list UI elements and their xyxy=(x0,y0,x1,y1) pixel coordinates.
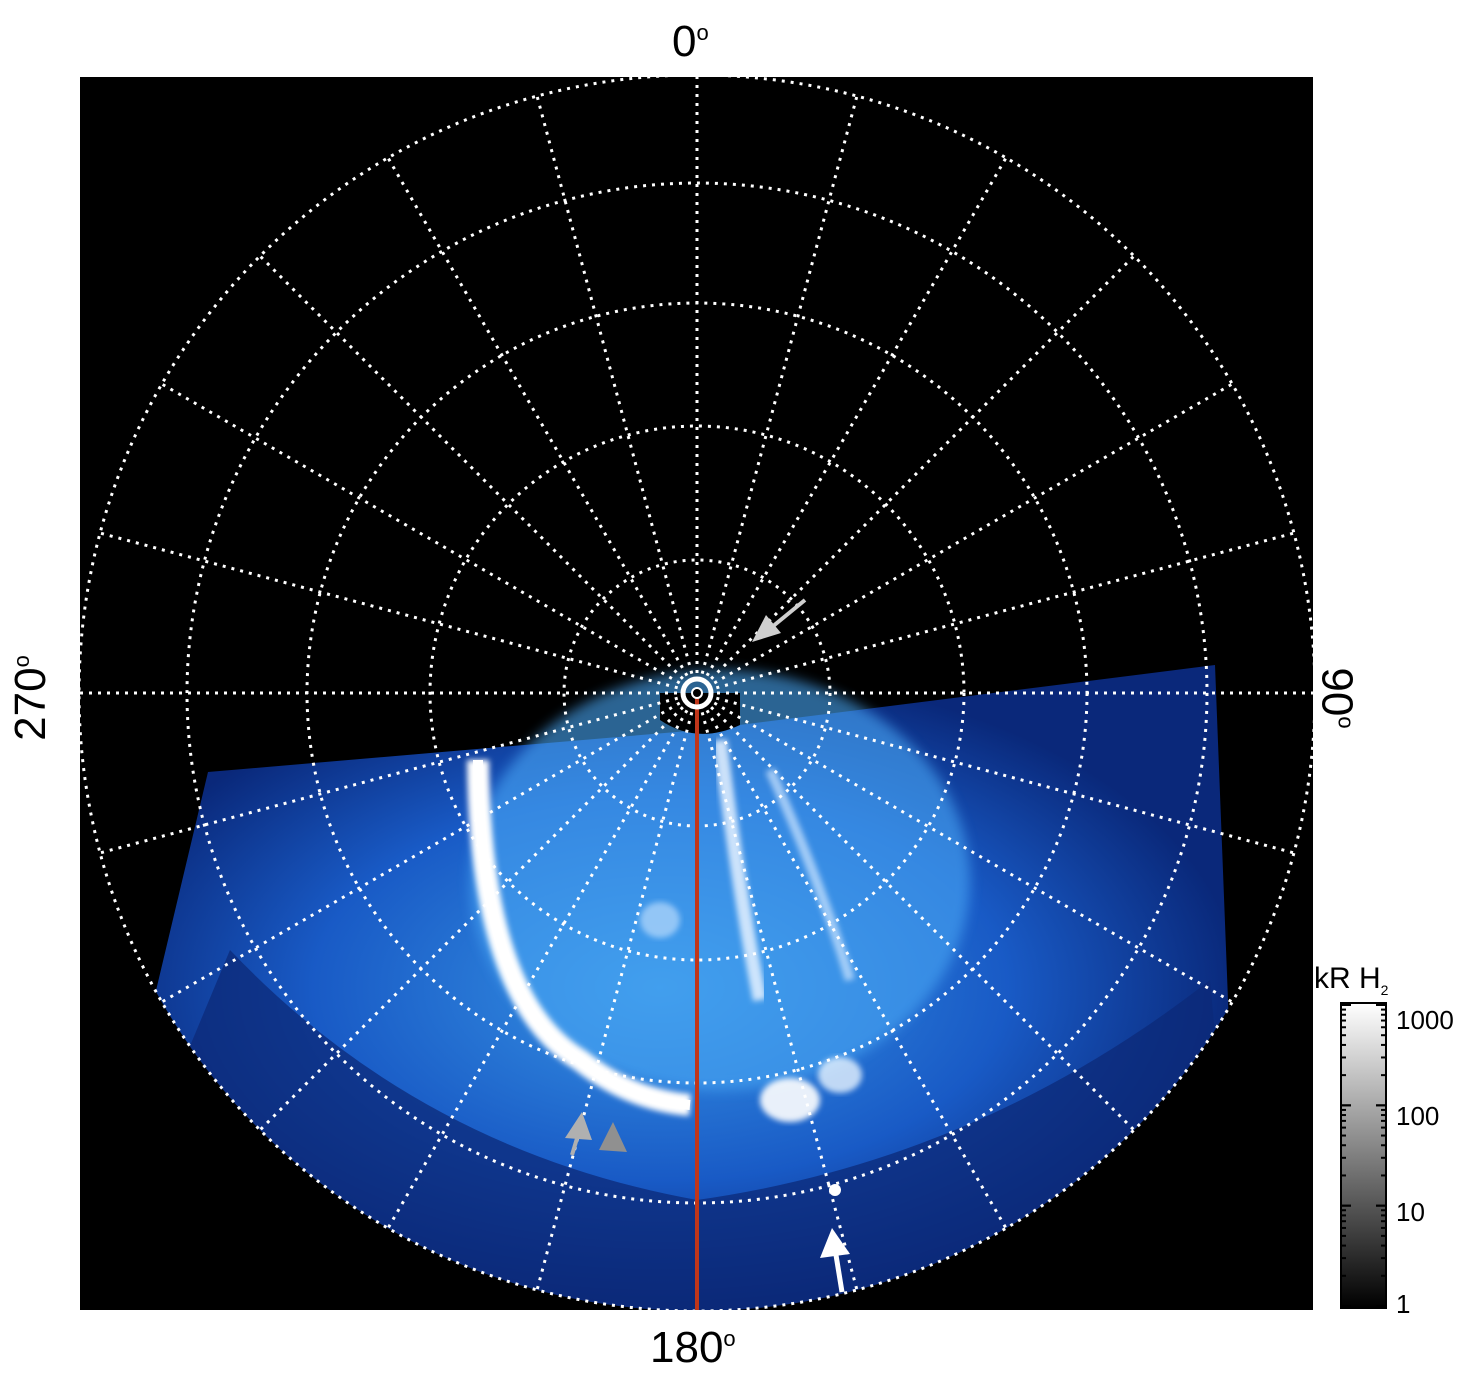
azimuth-label-bottom: 180o xyxy=(650,1323,736,1372)
polar-emission xyxy=(470,670,970,1090)
grid-meridian xyxy=(258,706,684,1132)
grid-meridian xyxy=(386,157,689,677)
arrow-bottom-right xyxy=(820,1228,850,1293)
dawn-arc xyxy=(713,739,767,1002)
grid-meridian xyxy=(705,709,1008,1229)
grid-circle xyxy=(77,73,1317,1313)
arrow-upper-right xyxy=(752,598,807,642)
grid-meridian xyxy=(713,382,1233,685)
grid-meridian xyxy=(535,711,694,1291)
bright-spot-3 xyxy=(640,902,680,938)
grid-meridian xyxy=(99,531,679,690)
grid-meridian xyxy=(713,701,1233,1004)
grid-meridian xyxy=(99,696,679,855)
colorbar-tick-label: 1 xyxy=(1396,1289,1411,1319)
grid-meridian xyxy=(700,711,859,1291)
azimuth-label-top: 0o xyxy=(672,17,709,66)
grid-meridian xyxy=(535,95,694,675)
pole-dark-cap xyxy=(660,693,740,734)
arrow-lower-left-1 xyxy=(565,1112,592,1156)
grid-meridian xyxy=(700,95,859,675)
annotation-arrows xyxy=(565,598,850,1293)
bright-spot-4 xyxy=(829,1184,841,1196)
azimuth-label-right: 90o xyxy=(1312,667,1362,729)
colorbar-gradient xyxy=(1340,1002,1387,1309)
bright-spot-2 xyxy=(818,1057,862,1093)
bright-spot-1 xyxy=(760,1078,820,1122)
grid-circle xyxy=(428,424,966,962)
grid-meridian xyxy=(161,382,681,685)
grid-meridian xyxy=(161,701,681,1004)
arrow-lower-left-2 xyxy=(599,1122,627,1152)
grid-meridian xyxy=(715,531,1295,690)
grid-meridian xyxy=(710,706,1136,1132)
pole-marker xyxy=(680,676,714,710)
azimuth-label-left: 270o xyxy=(5,655,55,741)
grid-meridian xyxy=(386,709,689,1229)
colorbar-tick-label: 1000 xyxy=(1396,1005,1454,1035)
grid-meridian xyxy=(715,696,1295,855)
aurora-image xyxy=(80,665,1240,1310)
colorbar xyxy=(1340,1002,1387,1309)
colorbar-tick-label: 10 xyxy=(1396,1197,1425,1227)
grid-meridian xyxy=(705,157,1008,677)
colorbar-tick-label: 100 xyxy=(1396,1101,1440,1131)
grid-meridian xyxy=(258,254,684,680)
grid-meridian xyxy=(710,254,1136,680)
colorbar-title: kR H2 xyxy=(1314,962,1389,998)
